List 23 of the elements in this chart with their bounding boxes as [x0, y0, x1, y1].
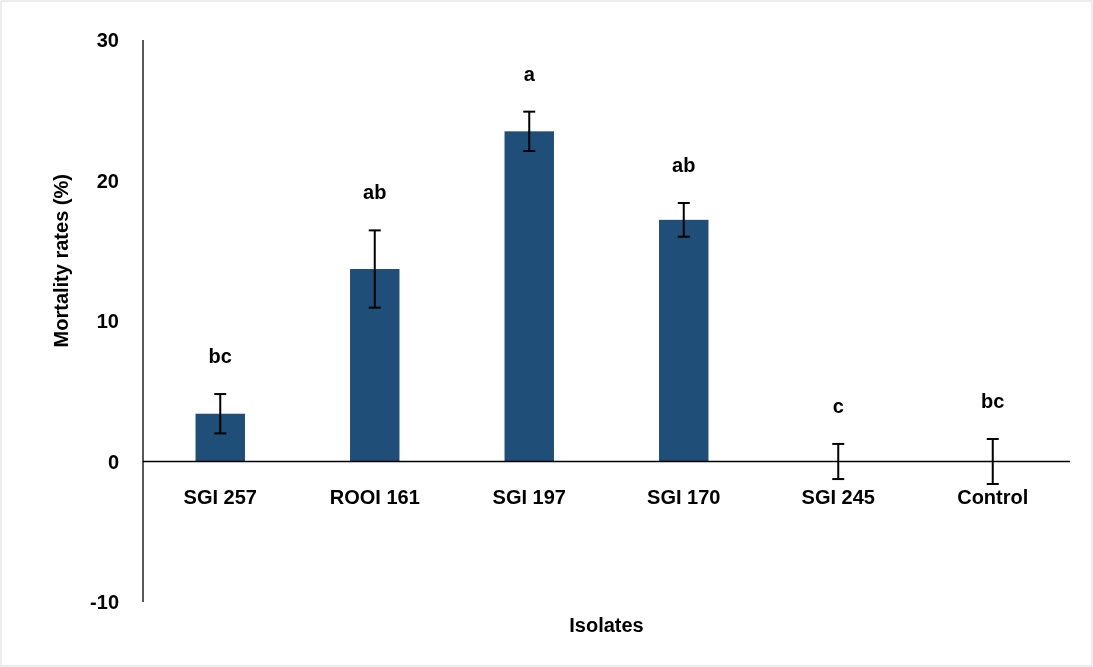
bar	[504, 131, 554, 462]
x-tick-label: SGI 170	[647, 485, 721, 508]
x-tick-label: SGI 257	[183, 485, 257, 508]
y-tick-label: 30	[96, 29, 119, 51]
annotation: a	[523, 62, 536, 85]
annotation: bc	[208, 345, 232, 368]
annotation: bc	[981, 390, 1005, 413]
y-tick-label: 10	[96, 310, 119, 332]
x-tick-label: SGI 197	[492, 485, 566, 508]
bar	[350, 269, 400, 462]
y-axis-title: Mortality rates (%)	[50, 174, 72, 348]
bar	[195, 413, 245, 462]
x-tick-label: Control	[957, 485, 1029, 508]
y-tick-label: 0	[107, 450, 119, 473]
x-tick-label: SGI 245	[801, 485, 875, 508]
bar	[659, 219, 709, 462]
y-tick-label: 20	[96, 169, 119, 192]
annotation: ab	[363, 181, 387, 204]
x-axis-title: Isolates	[569, 614, 644, 636]
y-tick-label: -10	[90, 591, 119, 613]
annotation: ab	[672, 153, 696, 176]
x-tick-label: ROOI 161	[329, 485, 420, 508]
annotation: c	[832, 394, 844, 417]
